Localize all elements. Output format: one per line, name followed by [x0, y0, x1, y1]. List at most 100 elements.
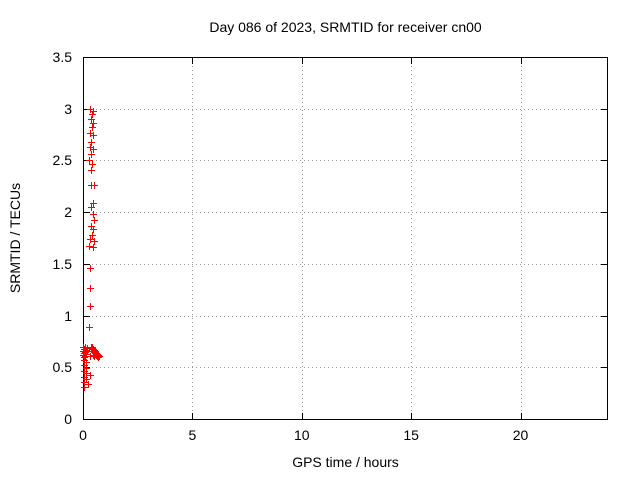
- data-point-marker: [87, 236, 95, 244]
- plot-area: [80, 57, 608, 420]
- x-tick: [411, 413, 413, 419]
- x-tick-mirror: [520, 58, 522, 64]
- data-point-marker: [89, 231, 97, 239]
- data-point-marker: [81, 383, 89, 391]
- data-point-marker: [83, 359, 91, 367]
- data-point-marker: [81, 368, 89, 376]
- h-gridline: [84, 315, 607, 317]
- data-point-marker: [89, 160, 97, 168]
- y-tick-label: 3.5: [52, 49, 72, 65]
- data-point-marker: [81, 343, 89, 351]
- data-point-marker: [80, 351, 88, 359]
- v-gridline: [301, 58, 303, 419]
- data-point-marker: [83, 365, 91, 373]
- data-point-marker: [87, 303, 95, 311]
- data-point-marker: [87, 143, 95, 151]
- data-point-marker: [82, 350, 90, 358]
- data-point-marker: [88, 203, 96, 211]
- x-tick-mirror: [192, 58, 194, 64]
- h-gridline: [84, 367, 607, 369]
- data-point-marker: [81, 345, 89, 353]
- data-point-marker: [87, 264, 95, 272]
- x-tick-label: 20: [512, 427, 529, 443]
- y-tick-label: 1.5: [52, 255, 72, 272]
- y-tick-label: 0: [64, 411, 72, 427]
- v-gridline: [192, 58, 194, 419]
- data-point-marker: [83, 375, 91, 383]
- data-point-marker: [90, 199, 98, 207]
- data-point-marker: [90, 120, 98, 128]
- data-point-marker: [90, 107, 98, 115]
- data-point-marker: [90, 131, 98, 139]
- y-tick-label: 0.5: [52, 359, 72, 376]
- y-tick-mirror: [601, 160, 607, 162]
- h-gridline: [84, 160, 607, 162]
- data-point-marker: [81, 348, 89, 356]
- data-point-marker: [90, 244, 98, 252]
- data-point-marker: [81, 378, 89, 386]
- data-point-marker: [90, 211, 98, 219]
- chart-title: Day 086 of 2023, SRMTID for receiver cn0…: [209, 19, 482, 35]
- y-tick: [84, 263, 90, 265]
- data-point-marker: [91, 238, 99, 246]
- data-point-marker: [90, 348, 98, 356]
- x-tick-mirror: [411, 58, 413, 64]
- data-point-marker: [88, 166, 96, 174]
- data-point-marker: [90, 146, 98, 154]
- data-point-marker: [87, 284, 95, 292]
- v-gridline: [411, 58, 413, 419]
- x-tick-label: 0: [79, 427, 87, 443]
- y-tick-label: 3: [64, 100, 72, 117]
- data-point-marker: [96, 352, 104, 360]
- x-tick-label: 10: [293, 427, 310, 443]
- data-point-marker: [88, 116, 96, 124]
- data-point-marker: [86, 157, 94, 165]
- data-point-marker: [86, 323, 94, 331]
- v-gridline: [520, 58, 522, 419]
- y-tick-mirror: [601, 212, 607, 214]
- data-point-marker: [81, 357, 89, 365]
- y-tick: [84, 315, 90, 317]
- x-tick: [192, 413, 194, 419]
- x-tick-mirror: [301, 58, 303, 64]
- data-point-marker: [81, 362, 89, 370]
- h-gridline: [84, 212, 607, 214]
- x-tick: [520, 413, 522, 419]
- h-gridline: [84, 108, 607, 110]
- data-point-marker: [82, 346, 90, 354]
- y-tick-mirror: [601, 108, 607, 110]
- data-point-marker: [89, 110, 97, 118]
- y-tick: [84, 212, 90, 214]
- data-point-marker: [89, 343, 97, 351]
- data-point-marker: [87, 105, 95, 113]
- data-point-marker: [90, 225, 98, 233]
- data-point-marker: [91, 217, 99, 225]
- h-gridline: [84, 263, 607, 265]
- data-point-marker: [83, 347, 91, 355]
- data-point-marker: [87, 129, 95, 137]
- data-point-marker: [87, 371, 94, 379]
- data-point-marker: [86, 243, 94, 251]
- y-tick: [84, 108, 90, 110]
- data-point-marker: [88, 222, 96, 230]
- data-point-marker: [90, 182, 98, 190]
- data-point-marker: [94, 353, 102, 361]
- y-tick-label: 1: [64, 307, 72, 324]
- y-tick-label: 2.5: [52, 152, 72, 169]
- x-tick-label: 15: [403, 427, 419, 443]
- data-point-marker: [81, 352, 89, 360]
- y-tick-label: 2: [64, 204, 72, 221]
- y-tick-mirror: [601, 263, 607, 265]
- data-point-marker: [81, 373, 89, 381]
- data-point-marker: [81, 349, 89, 357]
- data-point-marker: [85, 380, 93, 388]
- x-axis-label: GPS time / hours: [292, 454, 399, 470]
- x-tick-label: 5: [188, 427, 197, 443]
- x-tick: [301, 413, 303, 419]
- y-tick-mirror: [601, 367, 607, 369]
- y-axis-label: SRMTID / TECUs: [7, 182, 23, 294]
- data-point-marker: [83, 370, 91, 378]
- data-point-marker: [91, 352, 99, 360]
- data-point-marker: [86, 352, 94, 360]
